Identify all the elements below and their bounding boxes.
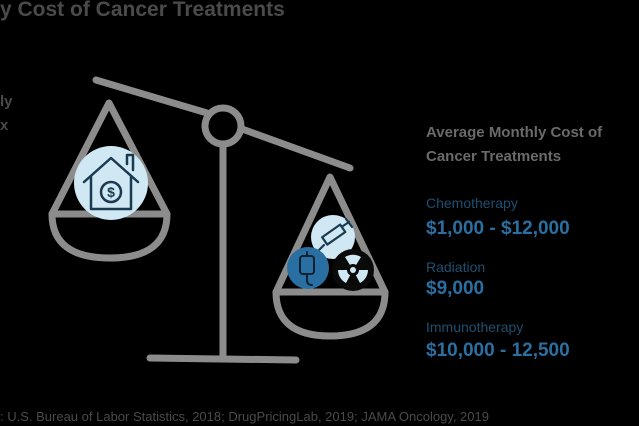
left-fragment-2: x bbox=[0, 117, 9, 134]
source-citation: : U.S. Bureau of Labor Statistics, 2018;… bbox=[0, 409, 489, 424]
panel-heading: Average Monthly Cost of Cancer Treatment… bbox=[426, 121, 639, 169]
scale-pivot bbox=[201, 104, 245, 148]
scale-beam-right bbox=[238, 125, 354, 172]
left-fragment-1: ly bbox=[0, 93, 13, 110]
page-title: y Cost of Cancer Treatments bbox=[0, 0, 285, 21]
radiation-icon bbox=[332, 249, 374, 291]
chemotherapy-value: $1,000 - $12,000 bbox=[426, 218, 570, 239]
right-pan-bowl bbox=[272, 288, 389, 340]
panel-heading-line2: Cancer Treatments bbox=[426, 148, 562, 165]
chemotherapy-label: Chemotherapy bbox=[426, 195, 518, 211]
radiation-value: $9,000 bbox=[426, 278, 485, 299]
scale-base bbox=[146, 354, 300, 364]
left-pan-bowl bbox=[48, 210, 171, 262]
svg-text:$: $ bbox=[107, 184, 115, 200]
scale-beam-left bbox=[92, 76, 211, 117]
radiation-label: Radiation bbox=[426, 259, 486, 275]
syringe-icon bbox=[311, 215, 355, 259]
immunotherapy-value: $10,000 - 12,500 bbox=[426, 340, 570, 361]
house-dollar-icon: $ bbox=[74, 146, 148, 220]
panel-heading-line1: Average Monthly Cost of bbox=[426, 124, 603, 141]
iv-bag-icon bbox=[287, 247, 329, 289]
immunotherapy-label: Immunotherapy bbox=[426, 319, 524, 335]
